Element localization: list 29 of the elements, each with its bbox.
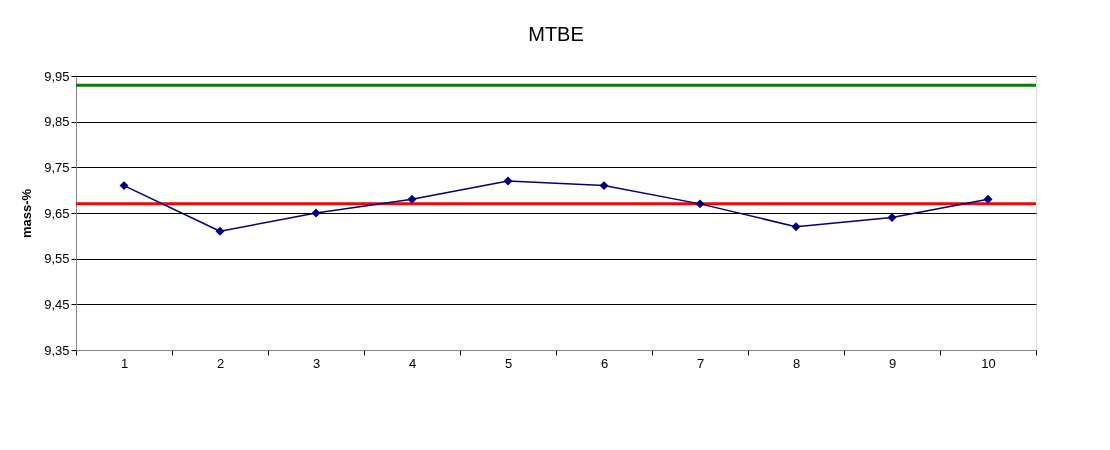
chart-title: MTBE <box>528 23 584 45</box>
x-tick-label: 10 <box>981 355 996 371</box>
y-tick-label: 9,85 <box>44 114 70 130</box>
point <box>695 199 705 209</box>
point <box>119 181 129 191</box>
x-tick-label: 2 <box>216 355 225 371</box>
x-tick-label: 6 <box>600 355 609 371</box>
y-tick-label: 9,55 <box>44 251 70 267</box>
point <box>791 222 801 232</box>
x-tick-label: 8 <box>792 355 801 371</box>
x-tick-label: 3 <box>312 355 321 371</box>
y-tick-label: 9,35 <box>44 342 70 358</box>
x-tick-label: 7 <box>696 355 705 371</box>
x-tick-label: 5 <box>504 355 513 371</box>
point <box>983 194 993 204</box>
point <box>215 226 225 236</box>
y-tick-label: 9,45 <box>44 296 70 312</box>
point <box>407 194 417 204</box>
point <box>887 213 897 223</box>
y-axis-title: mass-% <box>19 188 35 239</box>
y-tick-label: 9,95 <box>44 68 70 84</box>
y-tick-label: 9,75 <box>44 159 70 175</box>
x-tick-label: 1 <box>120 355 129 371</box>
x-tick-label: 4 <box>408 355 417 371</box>
point <box>503 176 513 186</box>
point <box>311 208 321 218</box>
point <box>599 181 609 191</box>
y-tick-label: 9,65 <box>44 205 70 221</box>
x-tick-label: 9 <box>888 355 897 371</box>
